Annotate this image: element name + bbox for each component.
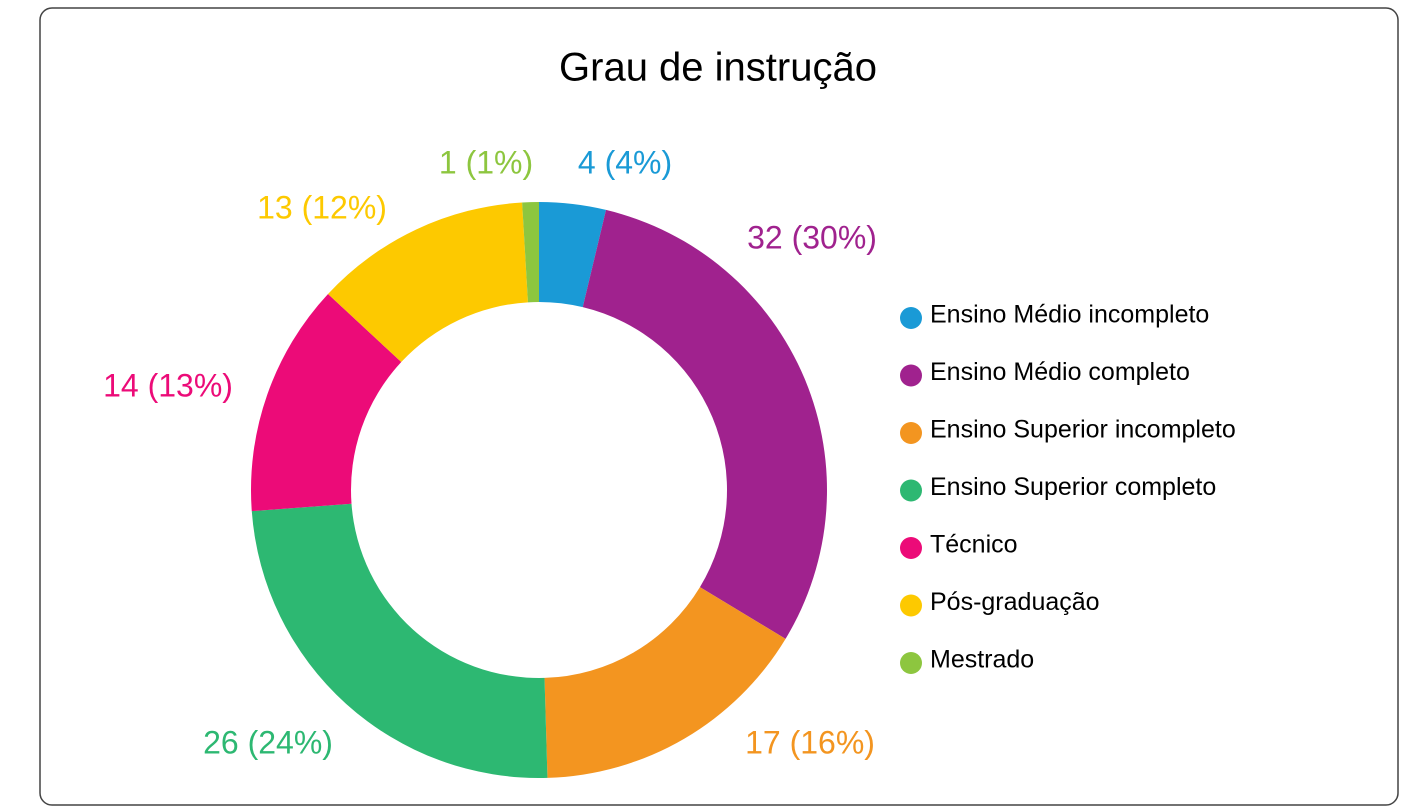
data-label: 4 (4%) — [578, 144, 672, 180]
legend-label: Ensino Médio incompleto — [930, 301, 1209, 329]
legend-swatch — [900, 479, 922, 502]
legend-label: Pós-graduação — [930, 588, 1100, 616]
legend-label: Ensino Superior incompleto — [930, 416, 1236, 444]
data-label: 14 (13%) — [103, 367, 233, 403]
donut-slice — [544, 587, 786, 778]
donut-slice — [582, 209, 828, 639]
legend-label: Ensino Médio completo — [930, 358, 1190, 386]
donut-slice — [251, 293, 402, 512]
donut-slice — [522, 202, 539, 303]
legend-swatch — [900, 652, 922, 674]
chart-title: Grau de instrução — [559, 46, 877, 90]
legend-swatch — [900, 364, 922, 387]
legend-label: Técnico — [930, 531, 1018, 559]
donut-slice — [251, 503, 548, 778]
legend-swatch — [900, 307, 922, 329]
data-label: 13 (12%) — [257, 189, 387, 225]
data-label: 26 (24%) — [203, 724, 333, 760]
data-label: 32 (30%) — [747, 219, 877, 255]
legend-swatch — [900, 422, 922, 444]
legend-label: Ensino Superior completo — [930, 473, 1216, 501]
data-label: 1 (1%) — [439, 144, 533, 180]
legend-swatch — [900, 594, 922, 617]
legend-swatch — [900, 537, 922, 559]
donut-slice — [539, 202, 607, 308]
data-label: 17 (16%) — [745, 724, 875, 760]
donut-slice — [328, 202, 528, 363]
legend-label: Mestrado — [930, 646, 1034, 674]
